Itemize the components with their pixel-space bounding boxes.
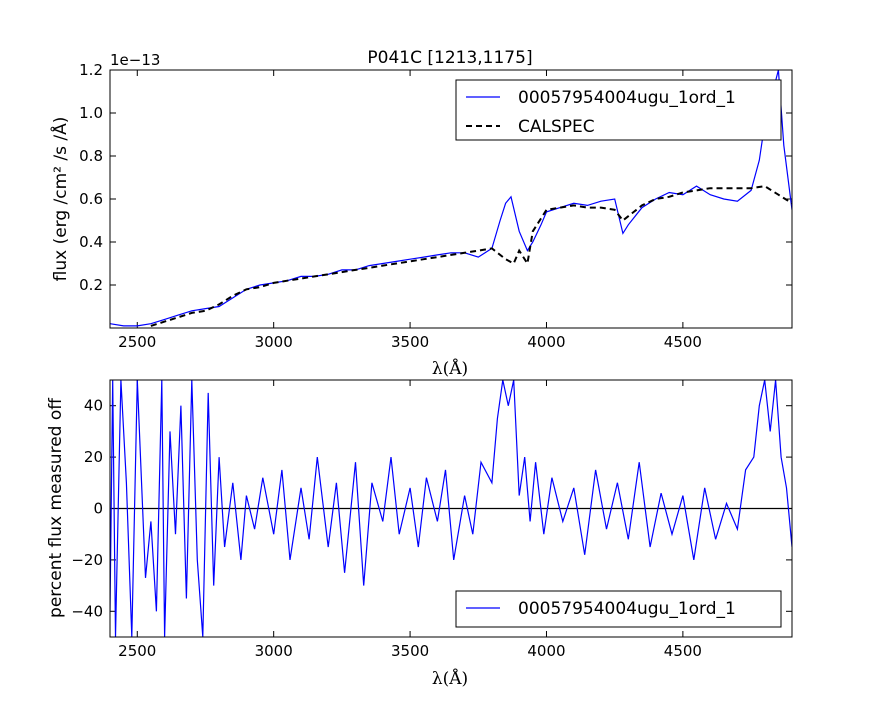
percent-x-tick-label: 4000 xyxy=(527,642,565,660)
flux-axis-ticks: 2500 3000 3500 4000 4500 0.2 0.4 0.6 0.8 1.0 1.2 xyxy=(79,61,792,351)
y-offset-label: 1e−13 xyxy=(110,51,160,69)
percent-series-line-measured xyxy=(110,380,792,637)
flux-series-group xyxy=(110,70,792,327)
chart-title: P041C [1213,1175] xyxy=(367,48,532,68)
flux-x-tick-label: 4500 xyxy=(664,333,702,351)
flux-panel: P041C [1213,1175] 1e−13 2500 3000 3500 4000… xyxy=(49,48,793,379)
flux-y-axis-label: flux (erg /cm² /s /Å) xyxy=(49,117,71,282)
percent-y-axis-label: percent flux measured off xyxy=(46,397,66,618)
percent-axis-ticks: 2500 3000 3500 4000 4500 −40 −20 0 20 40 xyxy=(71,380,792,660)
flux-y-tick-label: 0.2 xyxy=(79,276,103,294)
flux-x-tick-label: 3500 xyxy=(391,333,429,351)
percent-y-tick-label: 0 xyxy=(93,500,103,518)
flux-x-axis-label: λ(Å) xyxy=(432,358,468,379)
flux-legend-box xyxy=(455,79,782,141)
flux-plot-frame xyxy=(109,69,793,329)
percent-legend: 00057954004ugu_1ord_1 xyxy=(455,590,782,628)
flux-series-line-calspec xyxy=(150,185,792,327)
flux-y-tick-label: 1.0 xyxy=(79,104,103,122)
percent-series-group xyxy=(110,380,792,637)
percent-y-tick-label: 40 xyxy=(84,397,103,415)
flux-y-tick-label: 0.8 xyxy=(79,147,103,165)
flux-x-tick-label: 2500 xyxy=(118,333,156,351)
flux-legend: 00057954004ugu_1ord_1 CALSPEC xyxy=(455,79,782,141)
percent-plot-frame xyxy=(109,379,793,638)
flux-x-tick-label: 3000 xyxy=(255,333,293,351)
percent-legend-label: 00057954004ugu_1ord_1 xyxy=(518,599,736,619)
flux-legend-label-calspec: CALSPEC xyxy=(518,117,595,137)
percent-y-tick-label: −40 xyxy=(71,602,103,620)
percent-panel: 2500 3000 3500 4000 4500 −40 −20 0 20 40 percent … xyxy=(46,379,793,689)
percent-x-tick-label: 3000 xyxy=(255,642,293,660)
percent-x-tick-label: 4500 xyxy=(664,642,702,660)
percent-x-axis-label: λ(Å) xyxy=(432,668,468,689)
percent-y-tick-label: 20 xyxy=(84,448,103,466)
percent-x-tick-label: 3500 xyxy=(391,642,429,660)
flux-y-tick-label: 0.4 xyxy=(79,233,103,251)
flux-y-tick-label: 1.2 xyxy=(79,61,103,79)
percent-legend-box xyxy=(455,590,782,628)
flux-x-tick-label: 4000 xyxy=(527,333,565,351)
percent-y-tick-label: −20 xyxy=(71,551,103,569)
flux-legend-label-measured: 00057954004ugu_1ord_1 xyxy=(518,88,736,108)
flux-y-tick-label: 0.6 xyxy=(79,190,103,208)
percent-x-tick-label: 2500 xyxy=(118,642,156,660)
